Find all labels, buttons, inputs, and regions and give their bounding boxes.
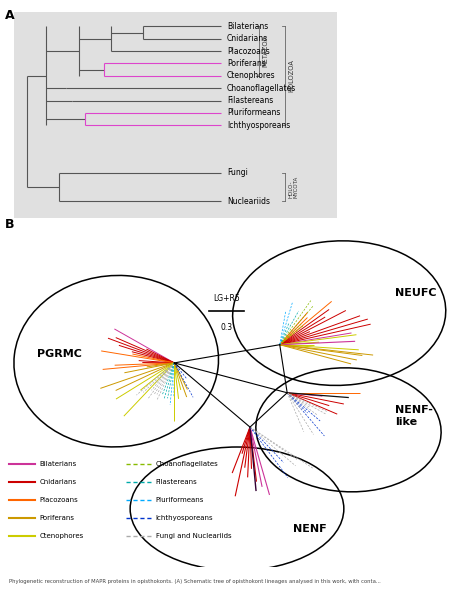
Text: Poriferans: Poriferans [39,515,74,521]
Text: Ichthyosporeans: Ichthyosporeans [227,121,290,130]
Text: Placozoans: Placozoans [227,47,270,56]
Text: Nucleariids: Nucleariids [227,197,270,206]
Text: HOLOZOA: HOLOZOA [288,59,294,92]
Text: Choanoflagellates: Choanoflagellates [227,84,296,93]
Text: Bilaterians: Bilaterians [39,461,77,467]
Text: Pluriformeans: Pluriformeans [155,497,204,503]
Text: Filastereans: Filastereans [227,96,273,105]
FancyBboxPatch shape [14,12,337,218]
Text: PGRMC: PGRMC [37,349,82,359]
Text: 0.3: 0.3 [220,324,232,333]
Text: Poriferans: Poriferans [227,59,266,68]
Text: Choanoflagellates: Choanoflagellates [155,461,219,467]
Text: NENF-
like: NENF- like [395,405,433,427]
Text: LG+R5: LG+R5 [213,294,240,303]
Text: Cnidarians: Cnidarians [227,34,268,43]
Text: NEUFC: NEUFC [395,288,437,297]
Text: Fungi: Fungi [227,168,248,177]
Text: Placozoans: Placozoans [39,497,78,503]
Text: Pluriformeans: Pluriformeans [227,109,280,118]
Text: A: A [5,9,14,22]
Text: Cnidarians: Cnidarians [39,479,77,485]
Text: Filastereans: Filastereans [155,479,198,485]
Text: Ctenophores: Ctenophores [227,71,275,80]
Text: Phylogenetic reconstruction of MAPR proteins in opisthokonts. (A) Schematic tree: Phylogenetic reconstruction of MAPR prot… [9,579,381,584]
Text: Ichthyosporeans: Ichthyosporeans [155,515,213,521]
Text: Ctenophores: Ctenophores [39,533,84,538]
Text: NENF: NENF [293,524,327,534]
Text: Bilaterians: Bilaterians [227,22,268,31]
Text: HOLO-
MYCOTA: HOLO- MYCOTA [288,176,299,198]
Text: METAZOA: METAZOA [263,35,268,67]
Text: Fungi and Nucleariids: Fungi and Nucleariids [155,533,231,538]
Text: B: B [5,218,14,231]
